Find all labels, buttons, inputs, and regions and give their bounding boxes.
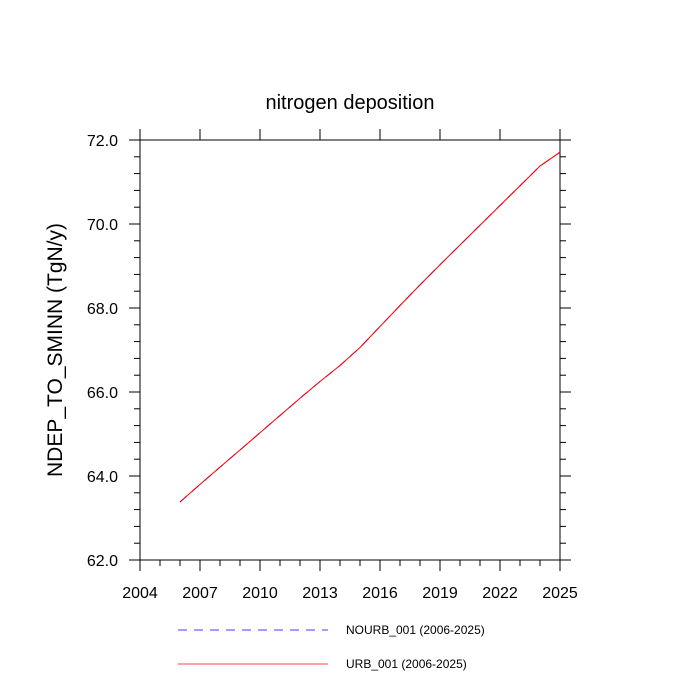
x-tick-label: 2016 [362, 585, 398, 602]
y-tick-label: 72.0 [87, 133, 118, 150]
y-axis: 62.0 64.0 66.0 68.0 70.0 72.0 [87, 133, 571, 570]
y-tick-label: 64.0 [87, 469, 118, 486]
series-line-1 [179, 151, 561, 503]
x-tick-label: 2019 [422, 585, 458, 602]
plot-frame [139, 139, 561, 561]
x-tick-label: 2007 [182, 585, 218, 602]
legend-label-0: NOURB_001 (2006-2025) [346, 623, 485, 637]
x-tick-label: 2013 [302, 585, 338, 602]
legend: NOURB_001 (2006-2025) URB_001 (2006-2025) [178, 623, 485, 671]
x-tick-label: 2022 [482, 585, 518, 602]
x-axis: 2004 2007 2010 2013 2016 2019 2022 2025 [122, 129, 578, 602]
series-line-0 [179, 151, 561, 503]
series-lines [179, 151, 561, 503]
y-tick-label: 62.0 [87, 553, 118, 570]
y-tick-label: 68.0 [87, 301, 118, 318]
x-tick-label: 2004 [122, 585, 158, 602]
y-tick-label: 70.0 [87, 217, 118, 234]
legend-label-1: URB_001 (2006-2025) [346, 657, 467, 671]
y-tick-label: 66.0 [87, 385, 118, 402]
x-tick-label: 2025 [542, 585, 578, 602]
y-axis-label: NDEP_TO_SMINN (TgN/y) [44, 223, 67, 477]
chart-title: nitrogen deposition [265, 92, 434, 114]
x-tick-label: 2010 [242, 585, 278, 602]
